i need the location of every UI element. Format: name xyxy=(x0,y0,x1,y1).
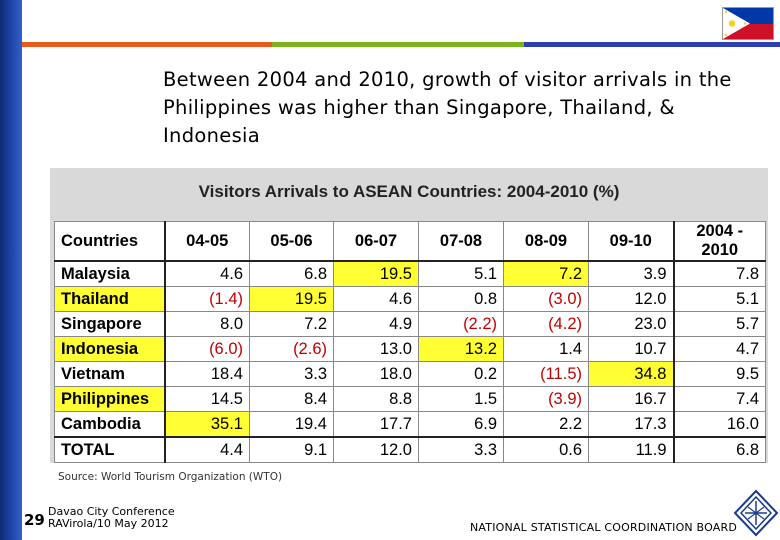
table-cell: 19.5 xyxy=(249,286,334,312)
column-header: 07-08 xyxy=(418,221,504,262)
table-cell: 0.8 xyxy=(418,286,504,312)
table-row: Philippines 14.5 8.4 8.8 1.5 (3.9) 16.7 7.4 xyxy=(54,386,766,412)
table-cell: 35.1 xyxy=(164,411,250,438)
table-cell: 18.4 xyxy=(164,361,250,387)
table-row: Indonesia (6.0) (2.6) 13.0 13.2 1.4 10.7 4.7 xyxy=(54,336,766,362)
slide-title: Between 2004 and 2010, growth of visitor… xyxy=(163,68,732,147)
footer-event-info: Davao City Conference RAVirola/10 May 20… xyxy=(48,506,175,530)
table-cell: 0.2 xyxy=(418,361,504,387)
table-row: Cambodia 35.1 19.4 17.7 6.9 2.2 17.3 16.0 xyxy=(54,411,766,438)
row-label: Malaysia xyxy=(54,260,166,287)
column-header: 05-06 xyxy=(249,221,334,262)
table-cell: 5.7 xyxy=(672,311,766,337)
table-row: TOTAL 4.4 9.1 12.0 3.3 0.6 11.9 6.8 xyxy=(54,436,766,463)
table-cell: 17.3 xyxy=(588,411,674,438)
table-cell: 9.5 xyxy=(672,361,766,387)
row-label: Indonesia xyxy=(54,336,166,362)
table-cell: 8.8 xyxy=(333,386,419,412)
table-cell: 3.9 xyxy=(588,260,674,287)
row-label: TOTAL xyxy=(54,436,166,463)
table-cell: 13.2 xyxy=(418,336,504,362)
table-cell: 16.7 xyxy=(588,386,674,412)
table-cell: 7.2 xyxy=(249,311,334,337)
header-stripe-blue xyxy=(524,42,780,47)
table-cell: 11.9 xyxy=(588,436,674,463)
column-header: 06-07 xyxy=(333,221,419,262)
visitor-arrivals-table: Countries 04-05 05-06 06-07 07-08 08-09 09-10 2… xyxy=(54,221,766,463)
table-cell: 4.6 xyxy=(333,286,419,312)
table-row: Malaysia 4.6 6.8 19.5 5.1 7.2 3.9 7.8 xyxy=(54,260,766,287)
table-cell: 0.6 xyxy=(503,436,589,463)
table-cell: 1.4 xyxy=(503,336,589,362)
footer-author-date: RAVirola/10 May 2012 xyxy=(48,517,169,530)
header-stripe-green xyxy=(272,42,524,47)
table-cell: 17.7 xyxy=(333,411,419,438)
left-sidebar-bar xyxy=(0,0,22,540)
table-cell: (11.5) xyxy=(503,361,589,387)
table-cell: (4.2) xyxy=(503,311,589,337)
footer-organization: NATIONAL STATISTICAL COORDINATION BOARD xyxy=(470,521,738,534)
table-cell: 7.8 xyxy=(672,260,766,287)
table-cell: 4.6 xyxy=(164,260,250,287)
table-cell: (1.4) xyxy=(164,286,250,312)
table-panel: Visitors Arrivals to ASEAN Countries: 20… xyxy=(50,168,768,463)
table-cell: 3.3 xyxy=(418,436,504,463)
row-label: Cambodia xyxy=(54,411,166,438)
table-cell: (3.0) xyxy=(503,286,589,312)
column-header-countries: Countries xyxy=(54,221,166,262)
table-cell: (2.2) xyxy=(418,311,504,337)
table-cell: 5.1 xyxy=(418,260,504,287)
column-header: 04-05 xyxy=(164,221,250,262)
column-header: 09-10 xyxy=(588,221,674,262)
table-cell: 7.2 xyxy=(503,260,589,287)
header-stripe-orange xyxy=(22,42,272,47)
table-row: Vietnam 18.4 3.3 18.0 0.2 (11.5) 34.8 9.5 xyxy=(54,361,766,387)
footer-event-name: Davao City Conference xyxy=(48,505,175,518)
table-cell: 3.3 xyxy=(249,361,334,387)
nscb-logo-icon xyxy=(733,489,779,537)
row-label: Vietnam xyxy=(54,361,166,387)
table-cell: (6.0) xyxy=(164,336,250,362)
table-cell: 6.9 xyxy=(418,411,504,438)
row-label: Philippines xyxy=(54,386,166,412)
table-cell: 10.7 xyxy=(588,336,674,362)
table-cell: 14.5 xyxy=(164,386,250,412)
philippine-flag-icon xyxy=(722,7,774,40)
table-cell: 8.4 xyxy=(249,386,334,412)
table-cell: 4.7 xyxy=(672,336,766,362)
table-cell: 6.8 xyxy=(249,260,334,287)
table-cell: 34.8 xyxy=(588,361,674,387)
table-cell: 2.2 xyxy=(503,411,589,438)
table-title: Visitors Arrivals to ASEAN Countries: 20… xyxy=(198,182,620,201)
source-note: Source: World Tourism Organization (WTO) xyxy=(58,471,283,483)
slide-number: 29 xyxy=(24,511,45,529)
table-cell: 18.0 xyxy=(333,361,419,387)
table-cell: 16.0 xyxy=(672,411,766,438)
table-cell: 19.5 xyxy=(333,260,419,287)
table-row: Thailand (1.4) 19.5 4.6 0.8 (3.0) 12.0 5.1 xyxy=(54,286,766,312)
column-header: 2004 - 2010 xyxy=(672,221,766,262)
table-cell: 23.0 xyxy=(588,311,674,337)
table-cell: 13.0 xyxy=(333,336,419,362)
row-label: Singapore xyxy=(54,311,166,337)
table-cell: 4.4 xyxy=(164,436,250,463)
table-cell: 19.4 xyxy=(249,411,334,438)
table-cell: 12.0 xyxy=(333,436,419,463)
table-cell: 4.9 xyxy=(333,311,419,337)
row-label: Thailand xyxy=(54,286,166,312)
table-row: Singapore 8.0 7.2 4.9 (2.2) (4.2) 23.0 5.7 xyxy=(54,311,766,337)
table-cell: 9.1 xyxy=(249,436,334,463)
table-cell: (3.9) xyxy=(503,386,589,412)
table-cell: (2.6) xyxy=(249,336,334,362)
table-cell: 12.0 xyxy=(588,286,674,312)
table-cell: 1.5 xyxy=(418,386,504,412)
table-cell: 5.1 xyxy=(672,286,766,312)
table-cell: 6.8 xyxy=(672,436,766,463)
table-cell: 8.0 xyxy=(164,311,250,337)
table-header-row: Countries 04-05 05-06 06-07 07-08 08-09 09-10 2… xyxy=(54,221,766,262)
column-header: 08-09 xyxy=(503,221,589,262)
table-cell: 7.4 xyxy=(672,386,766,412)
